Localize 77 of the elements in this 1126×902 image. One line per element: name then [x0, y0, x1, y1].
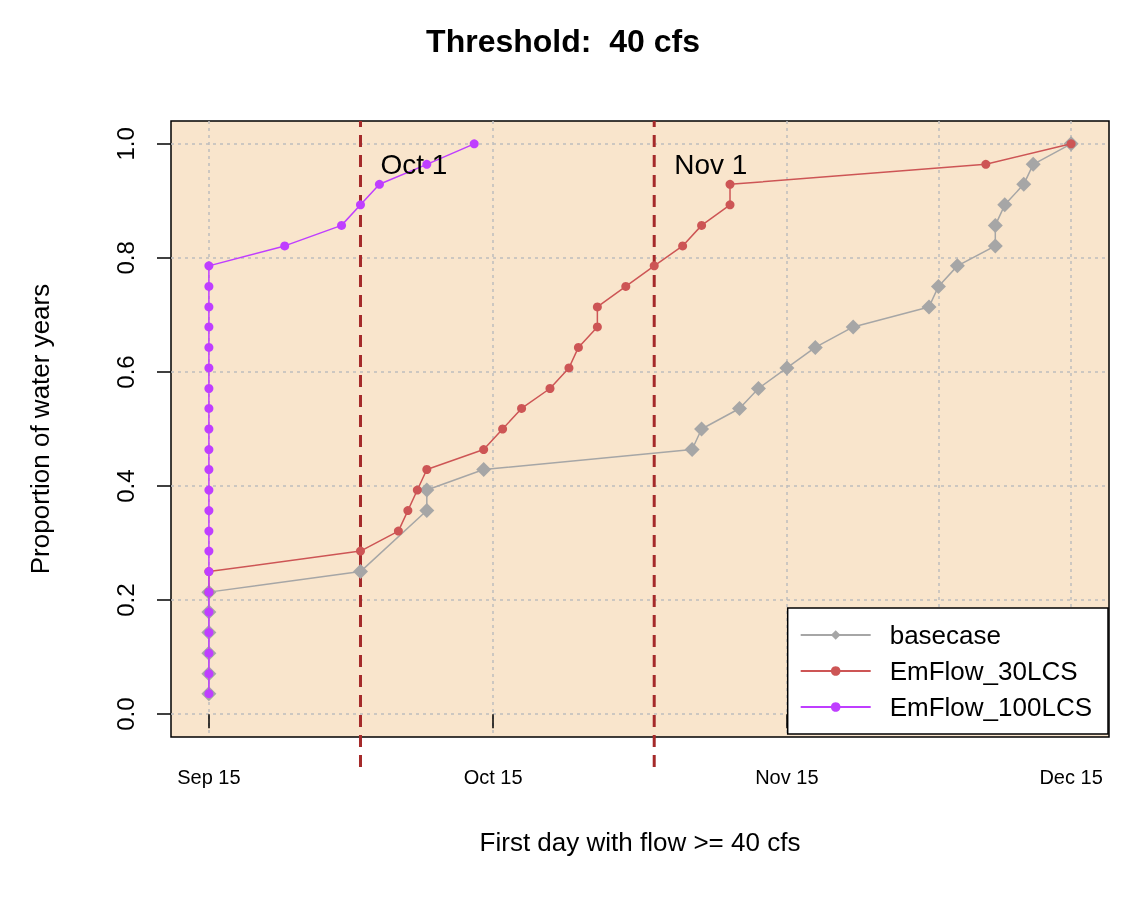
- point: [374, 179, 384, 189]
- y-tick-label: 0.0: [111, 697, 139, 731]
- point: [807, 339, 823, 355]
- ref-line-label: Oct 1: [380, 148, 448, 180]
- point: [517, 403, 527, 413]
- point: [403, 506, 413, 516]
- point: [1025, 156, 1041, 172]
- point: [564, 363, 574, 373]
- point: [204, 363, 214, 373]
- point: [987, 217, 1003, 233]
- point: [479, 445, 489, 455]
- point: [204, 342, 214, 352]
- point: [545, 384, 555, 393]
- point: [678, 241, 688, 251]
- ref-line-label: Nov 1: [674, 148, 748, 180]
- point: [498, 424, 508, 434]
- point: [469, 139, 479, 149]
- point: [845, 319, 861, 335]
- point: [592, 322, 602, 332]
- point: [204, 445, 214, 455]
- x-tick-label: Sep 15: [177, 766, 241, 788]
- point: [204, 465, 214, 474]
- point: [204, 302, 214, 312]
- x-tick-label: Dec 15: [1039, 766, 1103, 788]
- point: [204, 546, 214, 556]
- point: [694, 421, 710, 437]
- y-tick-label: 0.4: [111, 469, 139, 503]
- point: [356, 546, 365, 556]
- point: [204, 281, 214, 291]
- point: [949, 258, 965, 274]
- y-tick-label: 0.2: [111, 583, 139, 617]
- point: [204, 485, 214, 495]
- point: [352, 564, 368, 580]
- point: [697, 220, 707, 230]
- point: [921, 299, 937, 315]
- point: [204, 322, 214, 332]
- point: [592, 302, 602, 312]
- point: [750, 381, 766, 396]
- point: [725, 179, 735, 189]
- y-tick-label: 1.0: [111, 127, 139, 161]
- x-tick-label: Nov 15: [755, 766, 819, 788]
- point: [204, 424, 214, 434]
- point: [204, 261, 214, 271]
- legend-label: basecase: [889, 620, 1001, 650]
- point: [649, 261, 659, 271]
- point: [725, 200, 735, 210]
- point: [731, 400, 747, 416]
- point: [621, 281, 631, 291]
- chart-title: Threshold: 40 cfs: [426, 23, 700, 59]
- y-tick-label: 0.6: [111, 355, 139, 389]
- point: [204, 384, 214, 393]
- point: [1016, 176, 1032, 192]
- point: [280, 241, 290, 251]
- legend-label: EmFlow_30LCS: [889, 656, 1078, 686]
- point: [573, 342, 583, 352]
- point: [779, 360, 795, 376]
- point: [419, 482, 435, 498]
- point: [204, 403, 214, 413]
- x-tick-label: Oct 15: [463, 766, 523, 788]
- point: [981, 159, 991, 169]
- x-axis-title: First day with flow >= 40 cfs: [479, 827, 801, 857]
- point: [684, 442, 700, 458]
- point: [987, 238, 1003, 254]
- point: [422, 465, 432, 474]
- point: [204, 506, 214, 516]
- point: [476, 462, 492, 477]
- y-tick-label: 0.8: [111, 241, 139, 275]
- point: [997, 197, 1013, 213]
- point: [337, 220, 347, 230]
- point: [930, 278, 946, 294]
- point: [393, 526, 403, 536]
- point: [356, 200, 365, 210]
- legend-label: EmFlow_100LCS: [889, 692, 1092, 722]
- y-axis-title: Proportion of water years: [25, 283, 55, 575]
- point: [204, 526, 214, 536]
- point: [419, 503, 435, 519]
- point: [412, 485, 422, 495]
